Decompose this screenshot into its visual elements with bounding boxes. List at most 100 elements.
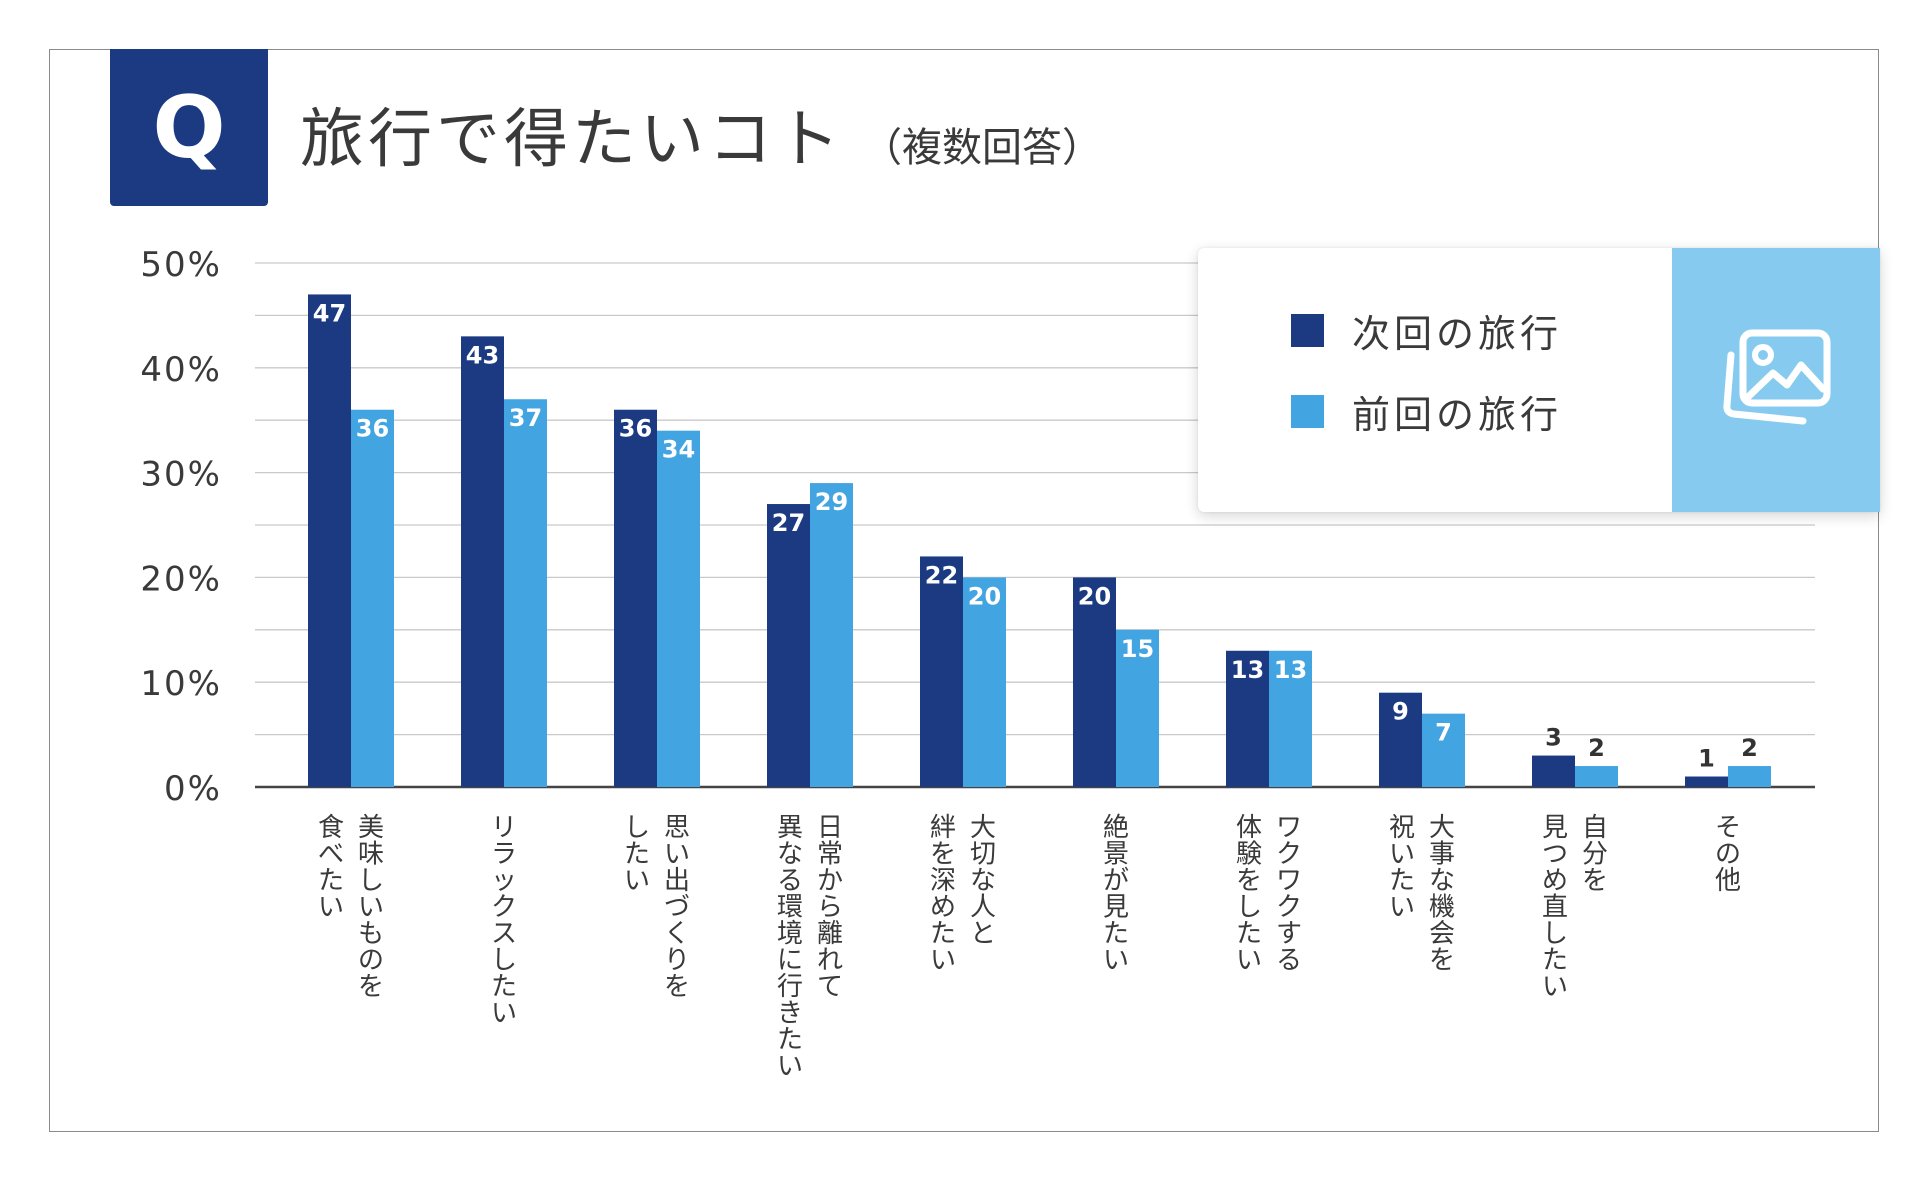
legend-item-previous-trip: 前回の旅行: [1291, 391, 1672, 437]
bar: [1269, 650, 1312, 787]
y-tick-label: 10%: [140, 664, 222, 704]
bar: [1073, 577, 1116, 787]
category-label-char: な: [1429, 866, 1455, 896]
category-label-char: い: [1389, 840, 1415, 870]
bar: [1575, 766, 1618, 787]
data-label: 22: [925, 561, 958, 589]
category-label-char: る: [777, 866, 803, 896]
category-label-char: い: [777, 1052, 803, 1082]
category-label-char: た: [1389, 866, 1415, 896]
category-label-char: ク: [1276, 840, 1302, 870]
category-label-char: か: [817, 866, 843, 896]
category-label-char: 環: [777, 893, 803, 923]
data-label: 47: [313, 299, 346, 327]
category-label-char: な: [777, 840, 803, 870]
bar: [351, 409, 394, 787]
category-label-char: し: [358, 866, 384, 896]
image-placeholder-icon: [1723, 329, 1831, 425]
data-label: 2: [1588, 734, 1605, 762]
category-label-char: く: [664, 919, 690, 949]
category-label-char: め: [1542, 866, 1568, 896]
category-label-char: た: [624, 840, 650, 870]
category-label-char: 大: [1429, 813, 1455, 843]
category-label-char: を: [1236, 866, 1262, 896]
category-label-char: し: [1236, 893, 1262, 923]
category-label-char: 食: [318, 813, 344, 843]
category-label-char: た: [777, 1025, 803, 1055]
category-label-char: 験: [1236, 840, 1262, 870]
category-label-char: 会: [1429, 919, 1455, 949]
category-label-char: 異: [777, 813, 803, 843]
bar: [963, 577, 1006, 787]
image-placeholder-panel: [1672, 248, 1880, 512]
category-label-char: 分: [1582, 840, 1608, 870]
category-label-char: 事: [1429, 840, 1455, 870]
category-label-char: 祝: [1389, 813, 1415, 843]
category-label-char: ク: [1276, 893, 1302, 923]
category-label-char: 自: [1582, 813, 1608, 843]
bar: [504, 399, 547, 787]
category-label-char: な: [970, 866, 996, 896]
question-badge: Q: [110, 49, 268, 206]
category-label-char: い: [491, 999, 517, 1029]
data-label: 20: [1078, 582, 1111, 610]
category-label-char: す: [1276, 919, 1302, 949]
category-label-char: い: [664, 840, 690, 870]
y-tick-label: 0%: [164, 769, 222, 809]
category-label-char: め: [930, 893, 956, 923]
category-label-char: が: [1103, 866, 1129, 896]
category-label-char: を: [664, 972, 690, 1002]
bar: [1116, 629, 1159, 787]
category-label-char: 日: [817, 813, 843, 843]
legend-items: 次回の旅行 前回の旅行: [1198, 248, 1672, 512]
legend-swatch-previous-trip: [1291, 394, 1324, 428]
category-label-char: べ: [318, 840, 344, 870]
y-tick-label: 30%: [140, 455, 222, 495]
data-label: 1: [1698, 745, 1715, 773]
category-label-char: 景: [1103, 840, 1129, 870]
question-badge-letter: Q: [152, 77, 226, 178]
category-label-char: い: [930, 946, 956, 976]
category-label-char: 味: [358, 840, 384, 870]
y-tick-label: 20%: [140, 559, 222, 599]
category-label-char: い: [1236, 946, 1262, 976]
data-label: 2: [1741, 734, 1758, 762]
category-label-char: き: [777, 999, 803, 1029]
chart-title-sub: （複数回答）: [862, 125, 1102, 171]
category-label-char: い: [1542, 972, 1568, 1002]
bar: [614, 409, 657, 787]
category-label-char: 直: [1542, 893, 1568, 923]
category-label-char: し: [624, 813, 650, 843]
category-label-char: 体: [1236, 813, 1262, 843]
category-label-char: 行: [777, 972, 803, 1002]
category-label-char: れ: [817, 946, 843, 976]
y-tick-label: 50%: [140, 245, 222, 285]
data-label: 37: [509, 404, 542, 432]
category-label-char: の: [358, 946, 384, 976]
legend-label-previous-trip: 前回の旅行: [1352, 392, 1563, 437]
category-label-char: 人: [970, 893, 996, 923]
category-label-char: り: [664, 946, 690, 976]
category-label-char: 大: [970, 813, 996, 843]
data-label: 15: [1121, 635, 1154, 663]
category-label-char: 絆: [930, 813, 956, 843]
bar: [1226, 650, 1269, 787]
data-label: 36: [619, 415, 652, 443]
bar: [920, 556, 963, 787]
category-label-char: ラ: [491, 840, 517, 870]
data-label: 9: [1392, 698, 1409, 726]
data-label: 3: [1545, 724, 1562, 752]
category-label-char: 常: [817, 840, 843, 870]
bar: [461, 336, 504, 787]
category-label-char: い: [1389, 893, 1415, 923]
category-label-char: ス: [491, 919, 517, 949]
chart-title-main: 旅行で得たいコト: [300, 103, 844, 177]
category-label-char: ワ: [1276, 866, 1302, 896]
category-label-char: 離: [817, 919, 843, 949]
category-label-char: も: [358, 919, 384, 949]
bar: [308, 294, 351, 787]
y-tick-label: 40%: [140, 350, 222, 390]
category-label-char: い: [624, 866, 650, 896]
category-label-char: そ: [1715, 813, 1741, 843]
category-label-char: ワ: [1276, 813, 1302, 843]
